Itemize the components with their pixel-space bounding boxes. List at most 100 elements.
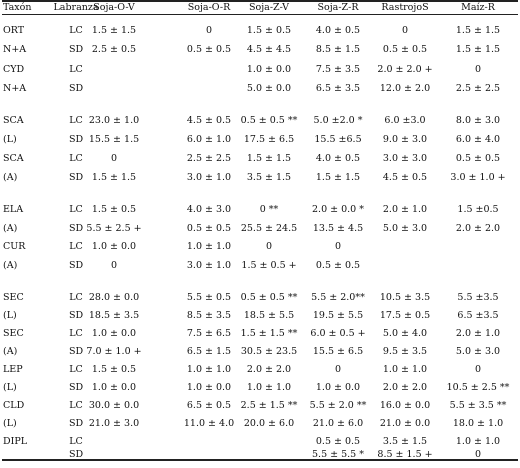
cell-rastrojos: 2.0 ± 2.0 + — [377, 64, 433, 75]
cell-taxon: CUR — [3, 241, 26, 252]
cell-soja-o-r: 6.5 ± 0.5 — [186, 400, 232, 411]
cell-maiz-r: 1.0 ± 1.0 — [455, 436, 501, 447]
cell-maiz-r: 0.5 ± 0.5 — [455, 153, 501, 164]
cell-soja-o-r: 3.0 ± 1.0 — [186, 172, 232, 183]
cell-soja-o-v: 0 — [110, 153, 118, 164]
cell-soja-z-v: 18.5 ± 5.5 — [243, 310, 295, 321]
cell-taxon: (A) — [3, 260, 18, 271]
cell-labranza: LC — [69, 64, 83, 75]
header-soja-o-r: Soja-O-R — [187, 2, 231, 13]
cell-maiz-r: 5.0 ± 3.0 — [455, 346, 501, 357]
cell-rastrojos: 0.5 ± 0.5 — [382, 44, 428, 55]
cell-soja-o-v: 5.5 ± 2.5 + — [86, 223, 142, 234]
cell-soja-z-r: 1.5 ± 1.5 — [315, 172, 361, 183]
header-labranza: Labranza — [53, 2, 99, 13]
cell-soja-o-v: 18.5 ± 3.5 — [88, 310, 140, 321]
cell-labranza: SD — [68, 418, 84, 429]
cell-labranza: SD — [68, 310, 84, 321]
cell-taxon: DIPL — [3, 436, 28, 447]
cell-soja-z-r: 5.5 ± 2.0** — [311, 292, 365, 303]
table-bottom-rule — [2, 459, 518, 461]
header-soja-z-v: Soja-Z-V — [248, 2, 290, 13]
cell-soja-z-r: 6.5 ± 3.5 — [315, 83, 361, 94]
header-maiz-r: Maíz-R — [461, 2, 495, 13]
cell-soja-z-r: 15.5 ± 6.5 — [312, 346, 364, 357]
cell-soja-z-r: 2.0 ± 0.0 * — [312, 204, 364, 215]
cell-rastrojos: 10.5 ± 3.5 — [379, 292, 431, 303]
cell-rastrojos: 17.5 ± 0.5 — [379, 310, 431, 321]
cell-rastrojos: 6.0 ±3.0 — [384, 115, 426, 126]
cell-taxon: (A) — [3, 223, 18, 234]
cell-taxon: SEC — [3, 292, 24, 303]
cell-soja-z-r: 21.0 ± 6.0 — [312, 418, 364, 429]
cell-soja-z-r: 5.0 ±2.0 * — [313, 115, 363, 126]
cell-soja-o-r: 1.0 ± 1.0 — [186, 364, 232, 375]
cell-rastrojos: 0 — [401, 25, 409, 36]
cell-taxon: SCA — [3, 115, 24, 126]
cell-soja-z-v: 0 ** — [259, 204, 279, 215]
cell-soja-z-r: 5.5 ± 5.5 * — [312, 449, 364, 460]
cell-soja-o-v: 23.0 ± 1.0 — [88, 115, 140, 126]
cell-labranza: LC — [69, 153, 83, 164]
cell-labranza: LC — [69, 364, 83, 375]
cell-soja-o-r: 4.0 ± 3.0 — [186, 204, 232, 215]
cell-soja-z-v: 1.5 ± 1.5 — [246, 153, 292, 164]
cell-rastrojos: 8.5 ± 1.5 + — [377, 449, 433, 460]
cell-rastrojos: 9.5 ± 3.5 — [382, 346, 428, 357]
cell-soja-o-r: 5.5 ± 0.5 — [186, 292, 232, 303]
cell-soja-z-v: 1.5 ± 0.5 + — [241, 260, 297, 271]
cell-maiz-r: 0 — [474, 449, 482, 460]
cell-rastrojos: 3.5 ± 1.5 — [382, 436, 428, 447]
cell-soja-z-r: 6.0 ± 0.5 + — [310, 328, 366, 339]
table-top-rule — [2, 0, 518, 2]
cell-soja-z-v: 17.5 ± 6.5 — [243, 134, 295, 145]
cell-soja-o-v: 30.0 ± 0.0 — [88, 400, 140, 411]
cell-taxon: (L) — [3, 134, 17, 145]
cell-labranza: LC — [69, 436, 83, 447]
cell-soja-z-r: 0 — [334, 241, 342, 252]
cell-rastrojos: 21.0 ± 0.0 — [379, 418, 431, 429]
cell-labranza: LC — [69, 241, 83, 252]
cell-soja-z-v: 25.5 ± 24.5 — [240, 223, 298, 234]
cell-soja-o-r: 0 — [205, 25, 213, 36]
cell-rastrojos: 5.0 ± 4.0 — [382, 328, 428, 339]
cell-maiz-r: 0 — [474, 64, 482, 75]
cell-maiz-r: 3.0 ± 1.0 + — [450, 172, 506, 183]
header-soja-z-r: Soja-Z-R — [317, 2, 359, 13]
cell-soja-o-v: 7.0 ± 1.0 + — [86, 346, 142, 357]
cell-soja-o-r: 0.5 ± 0.5 — [186, 223, 232, 234]
cell-soja-o-v: 28.0 ± 0.0 — [88, 292, 140, 303]
cell-labranza: SD — [68, 44, 84, 55]
cell-soja-o-r: 8.5 ± 3.5 — [186, 310, 232, 321]
cell-soja-z-v: 0.5 ± 0.5 ** — [240, 115, 298, 126]
cell-maiz-r: 6.5 ±3.5 — [457, 310, 499, 321]
cell-soja-o-v: 1.0 ± 0.0 — [91, 241, 137, 252]
cell-taxon: (L) — [3, 310, 17, 321]
cell-soja-z-v: 1.0 ± 0.0 — [246, 64, 292, 75]
cell-soja-o-v: 0 — [110, 260, 118, 271]
cell-labranza: LC — [69, 400, 83, 411]
cell-soja-o-v: 1.5 ± 1.5 — [91, 172, 137, 183]
cell-taxon: CLD — [3, 400, 25, 411]
cell-rastrojos: 9.0 ± 3.0 — [382, 134, 428, 145]
cell-soja-z-v: 30.5 ± 23.5 — [240, 346, 298, 357]
cell-labranza: LC — [69, 292, 83, 303]
cell-soja-z-v: 4.5 ± 4.5 — [246, 44, 292, 55]
cell-soja-z-v: 0 — [265, 241, 273, 252]
cell-taxon: N+A — [3, 83, 27, 94]
cell-taxon: (L) — [3, 418, 17, 429]
cell-rastrojos: 2.0 ± 2.0 — [382, 382, 428, 393]
cell-soja-z-v: 2.0 ± 2.0 — [246, 364, 292, 375]
cell-soja-z-r: 0.5 ± 0.5 — [315, 436, 361, 447]
cell-maiz-r: 18.0 ± 1.0 — [452, 418, 504, 429]
cell-labranza: SD — [68, 223, 84, 234]
cell-rastrojos: 3.0 ± 3.0 — [382, 153, 428, 164]
cell-soja-z-r: 13.5 ± 4.5 — [312, 223, 364, 234]
cell-soja-z-v: 5.0 ± 0.0 — [246, 83, 292, 94]
cell-soja-z-v: 1.5 ± 1.5 ** — [240, 328, 298, 339]
cell-rastrojos: 1.0 ± 1.0 — [382, 364, 428, 375]
cell-taxon: N+A — [3, 44, 27, 55]
cell-soja-z-v: 1.0 ± 1.0 — [246, 382, 292, 393]
cell-maiz-r: 2.0 ± 1.0 — [455, 328, 501, 339]
cell-soja-o-r: 1.0 ± 1.0 — [186, 241, 232, 252]
